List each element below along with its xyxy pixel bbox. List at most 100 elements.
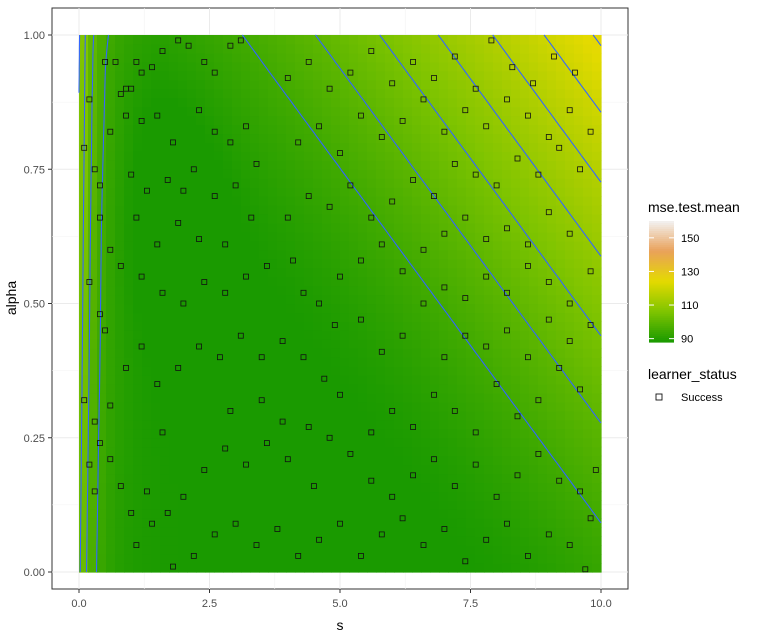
heat-tile xyxy=(151,35,161,45)
heat-tile xyxy=(106,276,116,287)
heat-tile xyxy=(106,205,116,215)
heat-tile xyxy=(439,35,449,45)
heat-tile xyxy=(106,35,116,45)
heat-tile xyxy=(376,115,386,126)
heat-tile xyxy=(394,240,404,251)
heat-tile xyxy=(169,303,179,314)
heat-tile xyxy=(367,455,377,466)
heat-tile xyxy=(205,482,215,493)
heat-tile xyxy=(439,115,449,126)
heat-tile xyxy=(232,240,242,251)
heat-tile xyxy=(214,375,224,385)
heat-tile xyxy=(250,124,260,135)
heat-tile xyxy=(295,267,305,278)
heat-tile xyxy=(97,115,107,126)
heat-tile xyxy=(79,61,89,72)
heat-tile xyxy=(538,491,548,501)
heat-tile xyxy=(592,133,602,143)
heat-tile xyxy=(295,88,305,99)
heat-tile xyxy=(529,545,539,555)
heat-tile xyxy=(286,124,296,135)
heat-tile xyxy=(187,303,197,314)
heat-tile xyxy=(214,554,224,564)
heat-tile xyxy=(547,536,557,546)
heat-tile xyxy=(538,321,548,331)
heat-tile xyxy=(322,276,332,287)
heat-tile xyxy=(430,545,440,555)
heat-tile xyxy=(151,240,161,251)
heat-tile xyxy=(457,151,467,161)
heat-tile xyxy=(502,554,512,564)
heat-tile xyxy=(178,151,188,161)
heat-tile xyxy=(457,196,467,206)
heat-tile xyxy=(556,482,566,493)
heat-tile xyxy=(232,393,242,403)
heat-tile xyxy=(583,357,593,367)
heat-tile xyxy=(232,294,242,305)
heat-tile xyxy=(439,222,449,233)
x-axis: 0.0 2.5 5.0 7.5 10.0 xyxy=(71,589,612,610)
heat-tile xyxy=(529,312,539,322)
heat-tile xyxy=(142,285,152,296)
heat-tile xyxy=(448,303,458,314)
heat-tile xyxy=(304,231,314,242)
heat-tile xyxy=(583,473,593,484)
heat-tile xyxy=(502,196,512,206)
heat-tile xyxy=(547,294,557,305)
heat-tile xyxy=(520,178,530,188)
heat-tile xyxy=(187,366,197,376)
heat-tile xyxy=(232,124,242,135)
heat-tile xyxy=(268,222,278,233)
heat-tile xyxy=(295,410,305,421)
heat-tile xyxy=(511,312,521,322)
heat-tile xyxy=(421,52,431,63)
heat-tile xyxy=(340,267,350,278)
heat-tile xyxy=(169,554,179,564)
heat-tile xyxy=(556,500,566,510)
heat-tile xyxy=(448,518,458,528)
heat-tile xyxy=(376,545,386,555)
heat-tile xyxy=(331,35,341,45)
heat-tile xyxy=(304,303,314,314)
data-point xyxy=(337,520,343,527)
heat-tile xyxy=(502,222,512,233)
heat-tile xyxy=(484,446,494,457)
heat-tile xyxy=(412,43,422,54)
heat-tile xyxy=(295,437,305,448)
heat-tile xyxy=(331,61,341,72)
heat-tile xyxy=(277,428,287,439)
heat-tile xyxy=(97,294,107,305)
heat-tile xyxy=(277,267,287,278)
colorbar-segment xyxy=(649,285,674,289)
heat-tile xyxy=(259,222,269,233)
heat-tile xyxy=(250,554,260,564)
heat-tile xyxy=(367,160,377,170)
heat-tile xyxy=(430,473,440,484)
heat-tile xyxy=(232,142,242,152)
heat-tile xyxy=(169,124,179,135)
heat-tile xyxy=(214,79,224,90)
heat-tile xyxy=(106,455,116,466)
heat-tile xyxy=(529,393,539,403)
heat-tile xyxy=(520,509,530,519)
heat-tile xyxy=(79,518,89,528)
heat-tile xyxy=(124,482,134,493)
heat-tile xyxy=(466,491,476,501)
heat-tile xyxy=(205,294,215,305)
heat-tile xyxy=(286,249,296,260)
heat-tile xyxy=(115,169,125,179)
heat-tile xyxy=(331,339,341,349)
heat-tile xyxy=(286,563,296,573)
heat-tile xyxy=(448,160,458,170)
heat-tile xyxy=(331,536,341,546)
heat-tile xyxy=(430,563,440,573)
heat-tile xyxy=(160,464,170,475)
heat-tile xyxy=(223,187,233,197)
heat-tile xyxy=(592,169,602,179)
heat-tile xyxy=(574,70,584,81)
heat-tile xyxy=(88,124,98,135)
heat-tile xyxy=(448,473,458,484)
heat-tile xyxy=(457,464,467,475)
heat-tile xyxy=(538,527,548,537)
heat-tile xyxy=(232,267,242,278)
